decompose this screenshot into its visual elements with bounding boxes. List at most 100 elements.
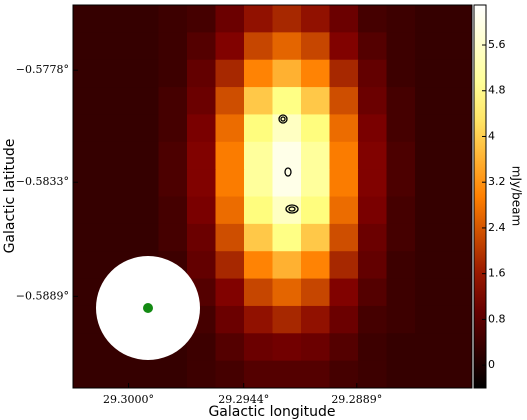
- cell: [244, 251, 273, 280]
- cell: [244, 5, 273, 33]
- cell: [244, 333, 273, 362]
- cell: [329, 169, 359, 197]
- cell: [130, 5, 159, 33]
- cell: [386, 114, 416, 143]
- cell: [158, 196, 188, 225]
- cell: [301, 196, 330, 225]
- cell: [244, 278, 273, 307]
- cell: [358, 305, 387, 334]
- cell: [272, 169, 302, 197]
- cell: [101, 141, 131, 170]
- cell: [73, 32, 102, 61]
- cell: [73, 196, 102, 225]
- cell: [386, 5, 416, 33]
- cell: [101, 223, 131, 252]
- cell: [358, 32, 387, 61]
- colorbar-tick-label: 0.8: [488, 312, 506, 325]
- cell: [73, 141, 102, 170]
- cell: [244, 360, 273, 389]
- y-tick-label: −0.5889°: [16, 289, 69, 302]
- cell: [358, 196, 387, 225]
- y-tick-label: −0.5833°: [16, 175, 69, 188]
- cell: [329, 223, 359, 252]
- cell: [329, 196, 359, 225]
- cell: [244, 32, 273, 61]
- cell: [130, 141, 159, 170]
- colorbar-tick-label: 4: [488, 129, 495, 142]
- cell: [386, 141, 416, 170]
- cell: [272, 32, 302, 61]
- cell: [301, 360, 330, 389]
- cell: [443, 223, 473, 252]
- cell: [215, 5, 245, 33]
- cell: [101, 169, 131, 197]
- cell: [215, 114, 245, 143]
- cell: [301, 251, 330, 280]
- cell: [215, 32, 245, 61]
- cell: [187, 87, 216, 115]
- cell: [443, 196, 473, 225]
- cell: [301, 87, 330, 115]
- cell: [272, 5, 302, 33]
- cell: [415, 305, 444, 334]
- cell: [301, 114, 330, 143]
- cell: [158, 141, 188, 170]
- cell: [187, 196, 216, 225]
- cell: [301, 32, 330, 61]
- cell: [215, 333, 245, 362]
- cell: [272, 87, 302, 115]
- cell: [301, 223, 330, 252]
- cell: [158, 114, 188, 143]
- cell: [187, 32, 216, 61]
- cell: [272, 59, 302, 88]
- cell: [244, 305, 273, 334]
- colorbar-tick-label: 1.6: [488, 267, 506, 280]
- beam-center: [143, 303, 153, 313]
- cell: [215, 251, 245, 280]
- cell: [443, 32, 473, 61]
- cell: [329, 305, 359, 334]
- cell: [415, 141, 444, 170]
- cell: [386, 196, 416, 225]
- cell: [272, 251, 302, 280]
- cell: [415, 169, 444, 197]
- cell: [158, 223, 188, 252]
- cell: [415, 196, 444, 225]
- cell: [215, 141, 245, 170]
- cell: [244, 59, 273, 88]
- cell: [187, 333, 216, 362]
- cell: [386, 169, 416, 197]
- colorbar-tick-label: 5.6: [488, 38, 506, 51]
- cell: [73, 87, 102, 115]
- cell: [329, 278, 359, 307]
- cell: [358, 360, 387, 389]
- x-tick-label: 29.3000°: [103, 393, 154, 406]
- cell: [244, 169, 273, 197]
- cell: [415, 333, 444, 362]
- cell: [73, 251, 102, 280]
- cell: [358, 5, 387, 33]
- cell: [187, 251, 216, 280]
- colorbar-label: mJy/beam: [510, 166, 524, 226]
- cell: [301, 169, 330, 197]
- cell: [215, 360, 245, 389]
- cell: [386, 360, 416, 389]
- cell: [215, 278, 245, 307]
- cell: [415, 360, 444, 389]
- cell: [358, 87, 387, 115]
- cell: [244, 223, 273, 252]
- cell: [443, 278, 473, 307]
- cell: [358, 141, 387, 170]
- cell: [187, 169, 216, 197]
- cell: [101, 360, 131, 389]
- cell: [272, 305, 302, 334]
- cell: [358, 278, 387, 307]
- cell: [158, 87, 188, 115]
- cell: [415, 114, 444, 143]
- cell: [415, 87, 444, 115]
- cell: [415, 59, 444, 88]
- cell: [101, 32, 131, 61]
- cell: [358, 251, 387, 280]
- cell: [101, 5, 131, 33]
- cell: [215, 169, 245, 197]
